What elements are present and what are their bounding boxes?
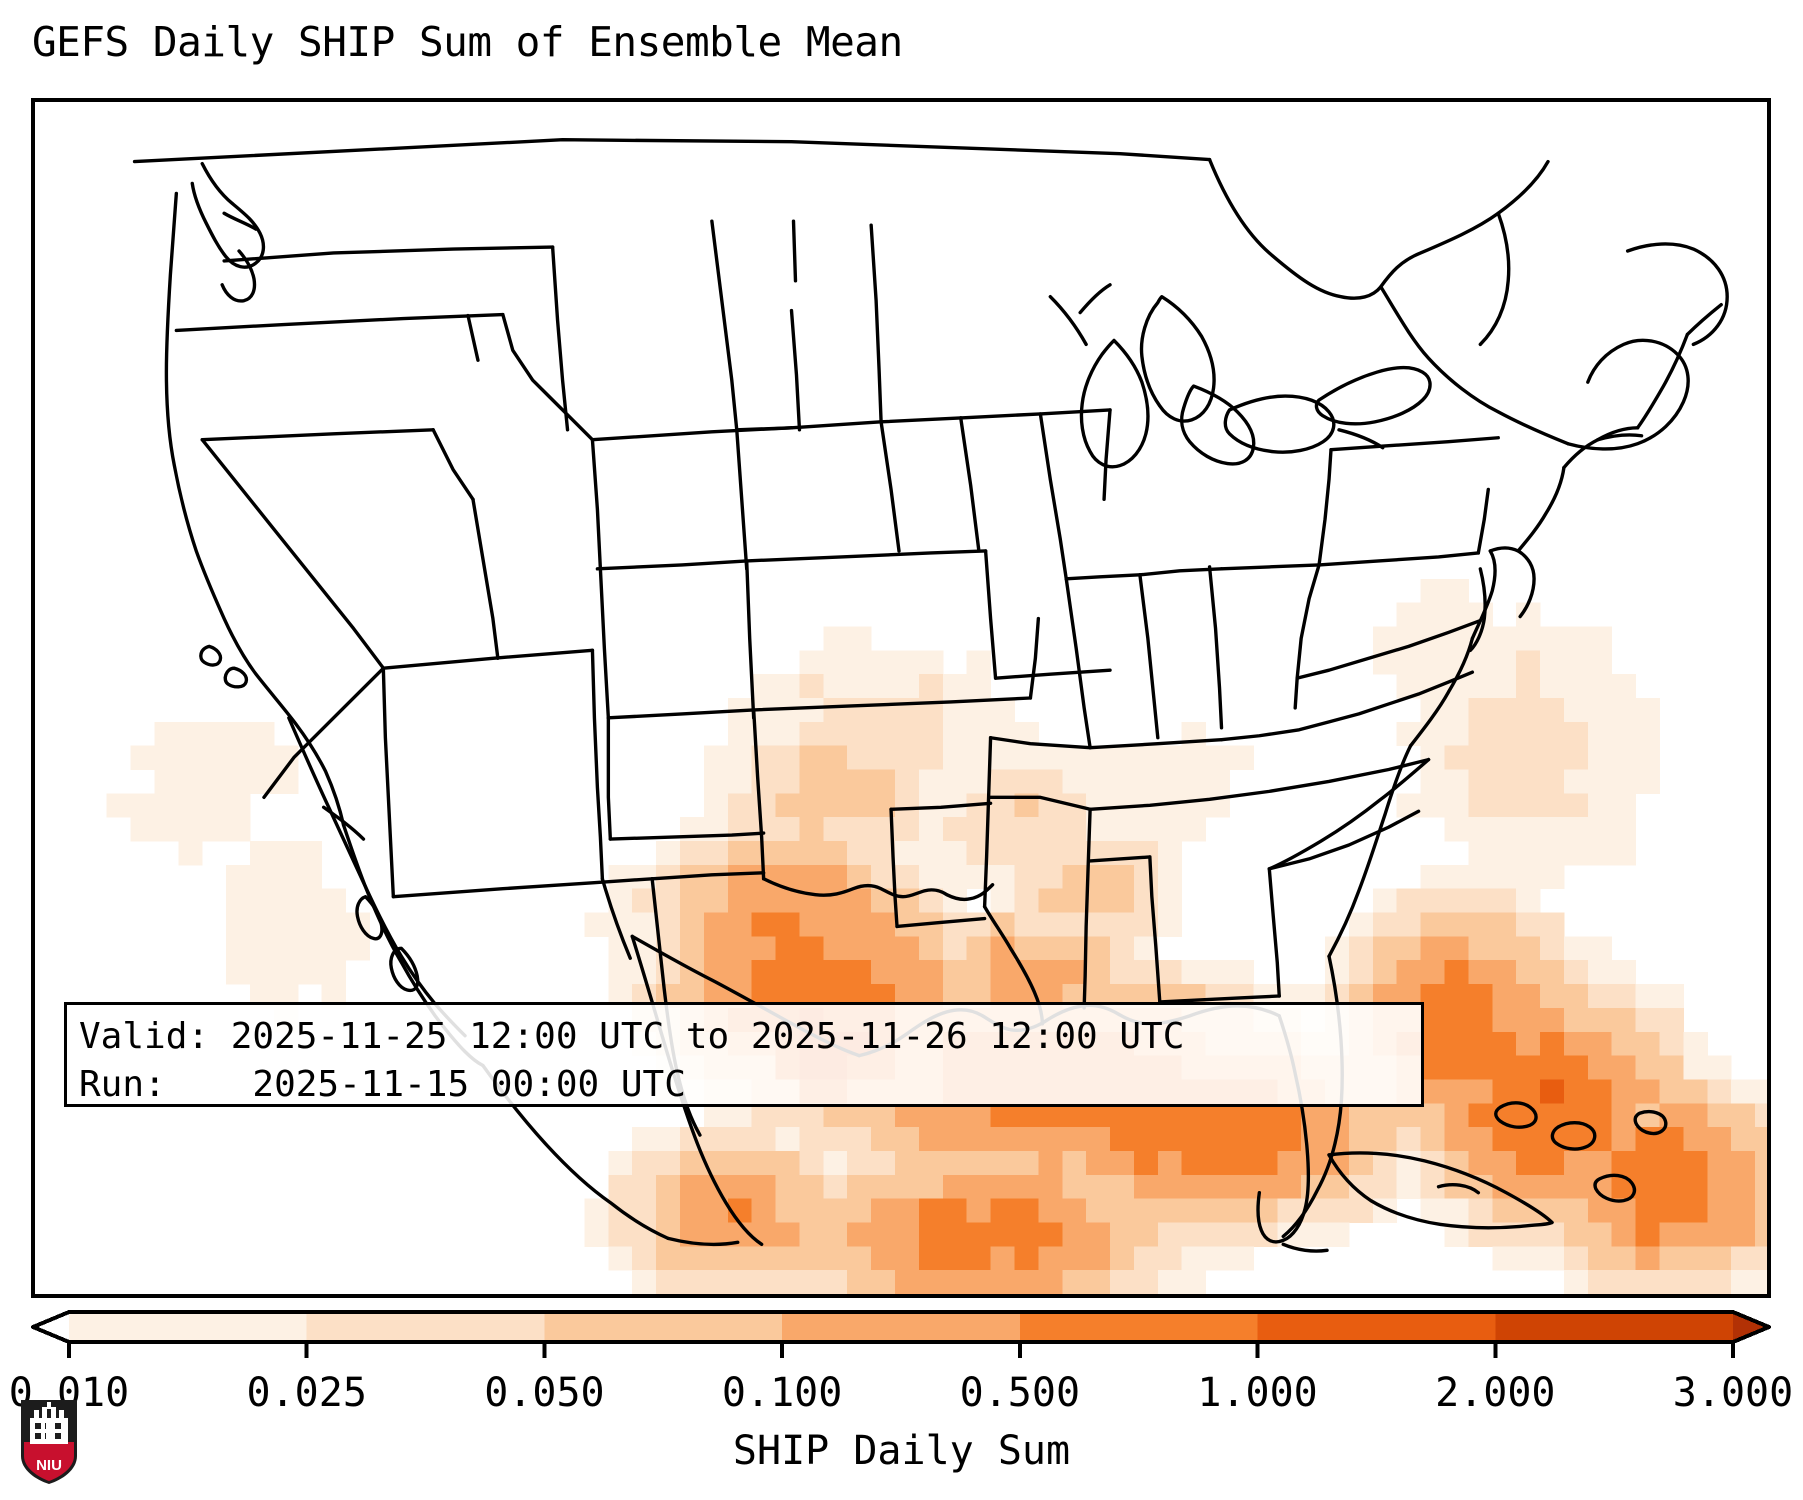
niu-logo: NIU	[21, 1400, 77, 1484]
colorbar	[31, 1302, 1771, 1362]
forecast-info-box: Valid: 2025-11-25 12:00 UTC to 2025-11-2…	[64, 1002, 1424, 1107]
colorbar-tick-label: 1.000	[1197, 1370, 1318, 1416]
colorbar-tick-label: 0.025	[246, 1370, 367, 1416]
colorbar-tick-label: 2.000	[1435, 1370, 1556, 1416]
colorbar-tick-label: 0.100	[721, 1370, 843, 1416]
colorbar-tick-label: 3.000	[1672, 1370, 1794, 1416]
map-panel: Valid: 2025-11-25 12:00 UTC to 2025-11-2…	[31, 98, 1771, 1298]
colorbar-tick-label: 0.500	[959, 1370, 1081, 1416]
map-canvas: Valid: 2025-11-25 12:00 UTC to 2025-11-2…	[35, 102, 1767, 1294]
svg-text:NIU: NIU	[36, 1457, 62, 1474]
colorbar-title: SHIP Daily Sum	[732, 1428, 1071, 1474]
colorbar-tick-label: 0.050	[484, 1370, 605, 1416]
ship-data-layer	[35, 102, 1767, 1294]
valid-time-line: Valid: 2025-11-25 12:00 UTC to 2025-11-2…	[79, 1016, 1185, 1057]
run-time-line: Run: 2025-11-15 00:00 UTC	[79, 1064, 686, 1105]
page-title: GEFS Daily SHIP Sum of Ensemble Mean	[32, 18, 903, 66]
colorbar-tick-labels: 0.010 0.025 0.050 0.100 0.500 1.000 2.000 3.000	[9, 1370, 1793, 1418]
